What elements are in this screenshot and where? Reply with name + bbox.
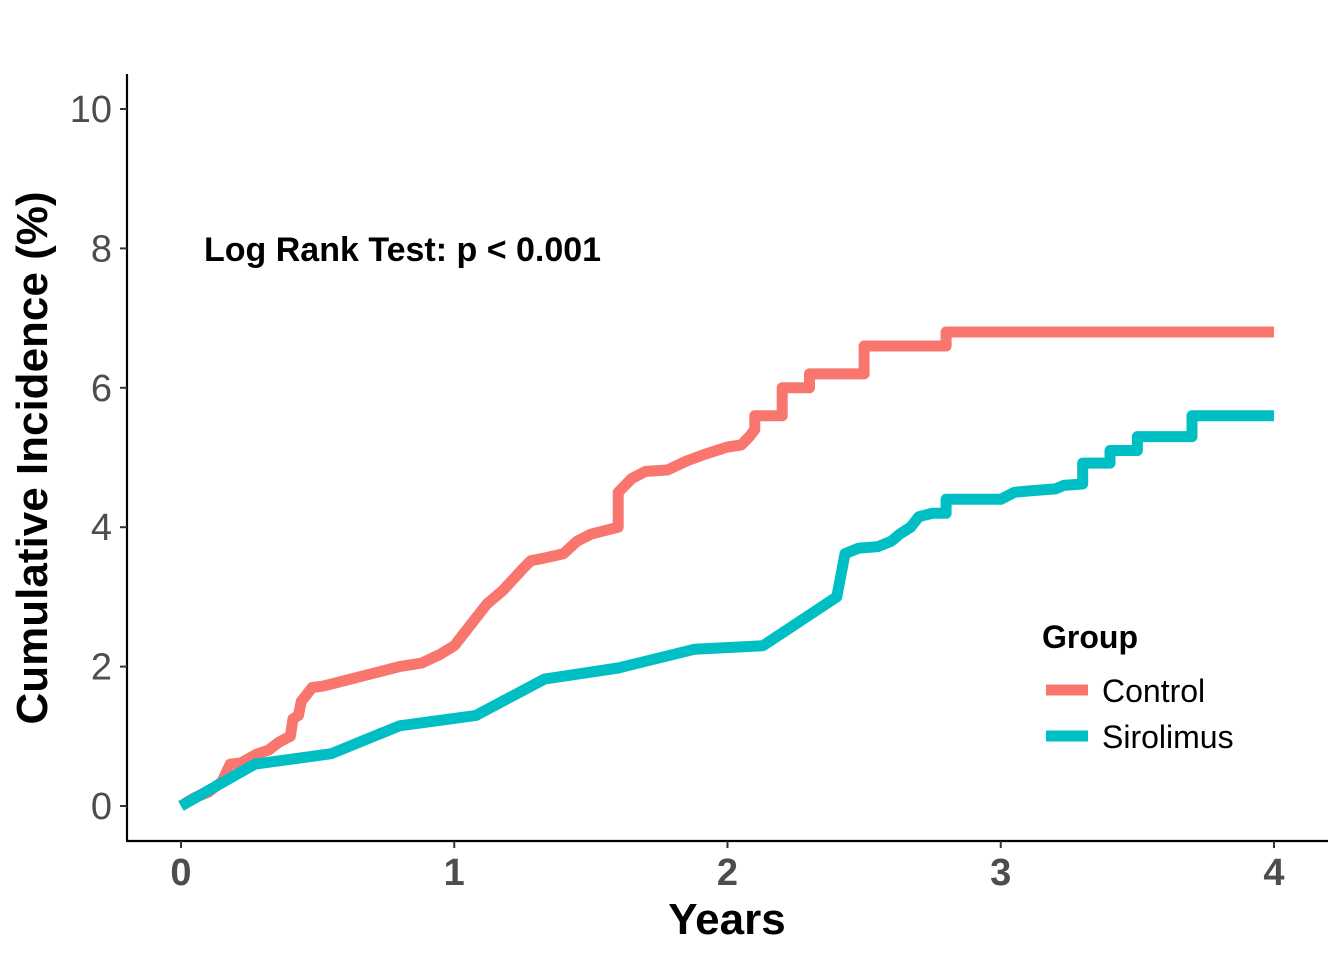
y-tick-label: 8 [91,228,112,270]
series-layer [178,326,1274,811]
y-axis-title: Cumulative Incidence (%) [8,191,57,724]
legend-label: Sirolimus [1102,719,1234,755]
y-axis-ticks: 0 2 4 6 8 10 [70,89,127,828]
y-tick-label: 6 [91,368,112,410]
x-tick-label: 4 [1263,852,1284,894]
legend: Group Control Sirolimus [1042,619,1234,755]
legend-title: Group [1042,619,1138,655]
series-line-sirolimus [178,410,1274,811]
log-rank-annotation: Log Rank Test: p < 0.001 [204,231,601,269]
x-axis-title: Years [668,895,785,944]
y-tick-label: 4 [91,507,112,549]
x-tick-label: 1 [444,852,465,894]
y-tick-label: 2 [91,647,112,689]
series-line-control [178,326,1274,811]
x-tick-label: 2 [717,852,738,894]
x-tick-label: 0 [170,852,191,894]
legend-label: Control [1102,673,1205,709]
x-tick-label: 3 [990,852,1011,894]
x-axis-ticks: 0 1 2 3 4 [170,841,1285,894]
y-tick-label: 0 [91,786,112,828]
legend-items: Control Sirolimus [1046,673,1234,755]
y-tick-label: 10 [70,89,112,131]
